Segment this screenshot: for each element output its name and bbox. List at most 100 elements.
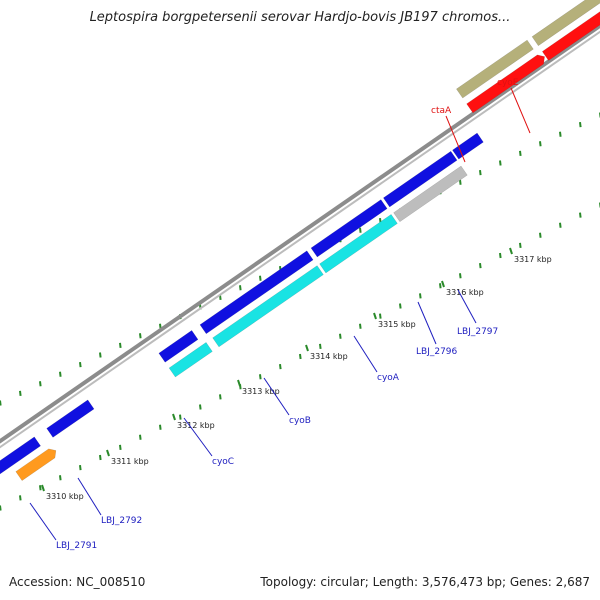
guide-dot [379,313,382,319]
accession-text: Accession: NC_008510 [9,575,146,589]
gene-label-leader [183,417,213,457]
scale-tick-label: 3313 kbp [242,387,280,396]
gene-feature-cyoA [319,214,398,274]
guide-dot [119,444,122,451]
guide-dot [399,303,402,309]
scale-tick-mark [509,247,513,255]
gene-labels: LBJ_2791 LBJ_2792 cyoC cyoB cyoA LBJ_2796 LBJ_… [29,78,531,551]
scale-tick-label: 3314 kbp [310,352,348,361]
gene-feature-2796-top [383,150,458,208]
guide-dot [19,495,22,501]
scale-tick-mark [172,413,176,421]
scale-ticks: 3310 kbp 3311 kbp 3312 kbp 3313 kbp 3314 kbp… [41,247,552,501]
guide-dot [39,485,42,491]
gene-label-leader [263,377,290,416]
gene-label: LBJ_2792 [101,516,142,526]
guide-dot [339,333,342,339]
gene-feature-2796 [393,165,468,223]
guide-dot [499,252,502,259]
scale-tick-label: 3310 kbp [46,492,84,501]
gene-feature-cyoA-top [310,199,388,258]
guide-dot [259,374,262,380]
gene-feature-cyoB-top [199,250,314,335]
gene-feature-cyoC [168,342,213,378]
gene-label-leader [353,335,378,373]
gene-feature-2791a [0,436,41,475]
gene-feature-2791 [15,448,57,481]
guide-dot [459,179,462,185]
gene-feature-cyoE [541,11,600,61]
feature-track-guides [0,112,600,511]
gene-label: cyoA [377,373,400,383]
guide-dot [199,404,202,410]
guide-dot [559,131,562,137]
gene-label: LBJ_2797 [457,327,498,337]
scale-tick-mark [106,449,110,457]
guide-dot [159,424,162,430]
gene-label-leader [77,477,102,516]
guide-dot [259,275,262,281]
gene-label: cyoC [212,457,234,467]
guide-dot [479,262,482,269]
guide-dot [579,212,582,218]
gene-feature-2797 [452,132,484,160]
scale-tick-mark [237,379,241,387]
guide-dot [359,323,362,329]
scale-tick-label: 3316 kbp [446,288,484,297]
guide-dot [579,121,582,128]
gene-feature-2792 [46,399,95,438]
scale-tick-label: 3317 kbp [514,255,552,264]
map-title: Leptospira borgpetersenii serovar Hardjo… [89,10,511,25]
guide-dot [139,333,142,339]
scale-tick-label: 3315 kbp [378,320,416,329]
guide-dot [239,285,242,291]
gene-feature-cyoE-top [531,0,600,47]
guide-dot [0,400,2,406]
guide-dot [299,353,302,360]
scale-tick-mark [305,344,309,352]
guide-dot [359,227,362,233]
guide-dot [99,454,102,461]
backbone-shadow [0,30,600,449]
genome-stats-text: Topology: circular; Length: 3,576,473 bp… [260,575,590,589]
guide-dot [119,342,122,349]
scale-tick-mark [373,312,377,320]
guide-dot [0,505,2,511]
gene-feature-cyoC-top [158,330,199,363]
guide-dot [219,394,222,400]
guide-dot [539,141,542,147]
guide-dot [419,293,422,299]
backbone-ring [0,23,600,449]
gene-feature-ctaA [466,54,545,114]
guide-dot [59,371,62,377]
guide-dot [139,434,142,440]
guide-dot [439,283,442,289]
backbone-line [0,23,600,444]
gene-label-leader [510,87,531,134]
gene-label-leader [457,289,477,324]
guide-dot [459,273,462,279]
scale-tick-label: 3312 kbp [177,421,215,430]
gene-feature-ctaA-top [456,39,534,99]
guide-dot [179,414,182,420]
gene-label: cyoE [497,78,519,88]
guide-dot [59,475,62,481]
guide-dot [519,150,522,157]
guide-dot [539,232,542,238]
scale-tick-mark [41,484,45,492]
guide-dot [19,390,22,397]
guide-dot [319,343,322,350]
guide-dot [39,381,42,387]
scale-tick-label: 3311 kbp [111,457,149,466]
guide-dot [99,352,102,358]
gene-label: ctaA [431,106,452,116]
gene-label-leader [445,115,466,163]
gene-label-leader [417,301,437,345]
scale-tick-mark [441,280,445,288]
guide-dot [79,361,82,368]
gene-features [0,0,600,481]
gene-label-leader [29,502,57,541]
gene-feature-cyoB [212,265,324,348]
